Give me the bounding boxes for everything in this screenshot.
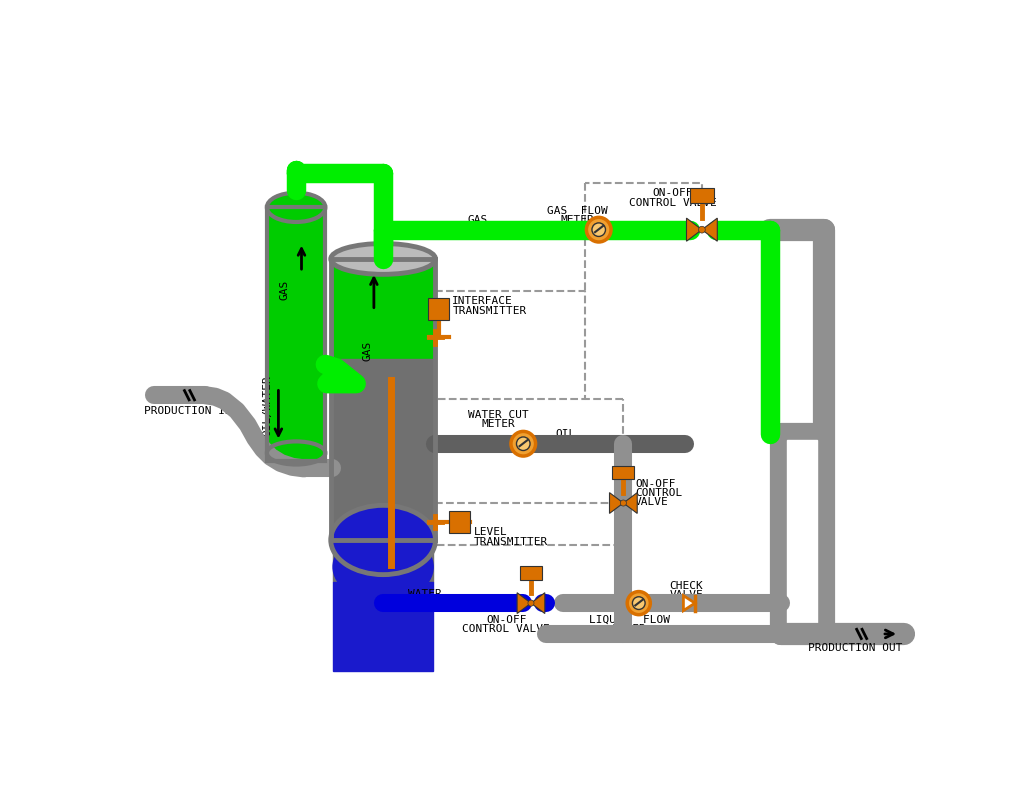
- Text: WATER CUT: WATER CUT: [468, 411, 529, 420]
- Text: LIQUID  FLOW: LIQUID FLOW: [589, 615, 670, 625]
- Text: CONTROL VALVE: CONTROL VALVE: [463, 624, 550, 634]
- Text: OIL: OIL: [556, 430, 575, 440]
- Text: CHECK: CHECK: [670, 581, 703, 591]
- Text: INTERFACE: INTERFACE: [453, 297, 513, 306]
- Text: METER: METER: [560, 215, 594, 225]
- Polygon shape: [683, 596, 695, 611]
- Text: VALVE: VALVE: [670, 590, 703, 600]
- Polygon shape: [686, 218, 701, 241]
- Text: ON-OFF: ON-OFF: [486, 615, 526, 625]
- Circle shape: [592, 223, 605, 237]
- Polygon shape: [531, 592, 545, 614]
- Text: GAS: GAS: [280, 279, 290, 300]
- Text: CONTROL: CONTROL: [635, 488, 682, 498]
- Bar: [520, 566, 542, 580]
- Circle shape: [698, 226, 706, 233]
- Text: WATER: WATER: [408, 589, 441, 599]
- Polygon shape: [701, 218, 717, 241]
- Bar: [333, 259, 433, 359]
- Circle shape: [511, 431, 536, 456]
- Bar: [428, 298, 450, 320]
- Polygon shape: [517, 592, 531, 614]
- Circle shape: [528, 600, 534, 606]
- Bar: [689, 188, 714, 203]
- Ellipse shape: [331, 505, 435, 574]
- Text: GAS  FLOW: GAS FLOW: [547, 206, 607, 216]
- Circle shape: [621, 500, 627, 506]
- Ellipse shape: [267, 194, 326, 221]
- Bar: [267, 207, 326, 460]
- Bar: [333, 359, 433, 582]
- Text: LEVEL: LEVEL: [474, 528, 508, 537]
- Bar: [268, 209, 324, 460]
- Ellipse shape: [333, 532, 433, 602]
- Ellipse shape: [267, 441, 326, 464]
- Text: VALVE: VALVE: [635, 498, 669, 507]
- Text: PRODUCTION OUT: PRODUCTION OUT: [808, 643, 903, 653]
- Bar: [333, 582, 433, 671]
- Bar: [331, 259, 435, 540]
- Text: PRODUCTION IN: PRODUCTION IN: [144, 406, 232, 415]
- Text: ON-OFF: ON-OFF: [635, 479, 676, 489]
- Text: TRANSMITTER: TRANSMITTER: [453, 305, 526, 316]
- Bar: [449, 512, 470, 533]
- Text: GAS: GAS: [362, 340, 373, 361]
- Circle shape: [633, 596, 645, 610]
- Bar: [612, 466, 635, 479]
- Text: CONTROL VALVE: CONTROL VALVE: [629, 198, 717, 208]
- Polygon shape: [609, 493, 624, 513]
- Ellipse shape: [331, 244, 435, 274]
- Text: GAS: GAS: [468, 215, 488, 225]
- Bar: [787, 440, 817, 628]
- Circle shape: [516, 437, 530, 451]
- Text: METER: METER: [612, 624, 646, 634]
- Circle shape: [587, 218, 611, 242]
- Circle shape: [628, 592, 650, 615]
- Polygon shape: [624, 493, 637, 513]
- Text: OIL/WATER: OIL/WATER: [262, 375, 272, 436]
- Text: ON-OFF: ON-OFF: [652, 188, 693, 199]
- Text: TRANSMITTER: TRANSMITTER: [474, 536, 548, 547]
- Text: METER: METER: [481, 419, 515, 430]
